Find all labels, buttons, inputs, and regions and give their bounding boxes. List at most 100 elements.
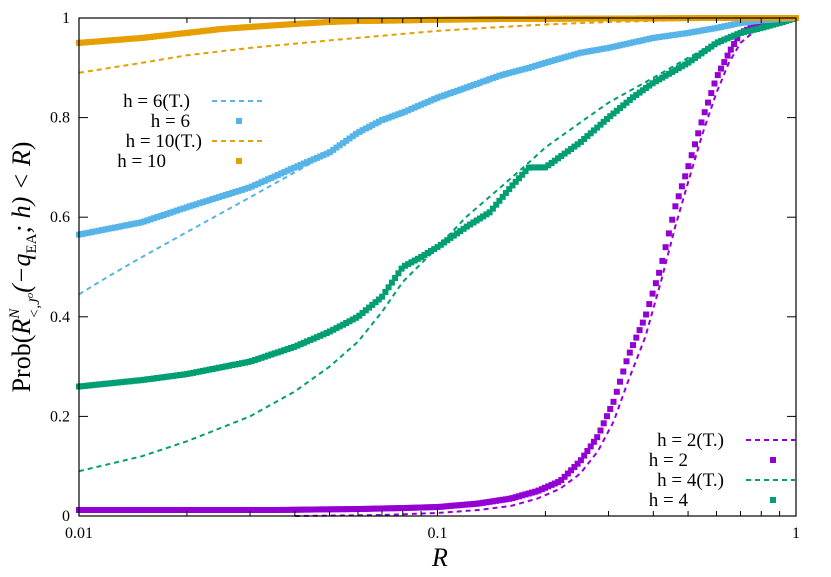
data-point-h2 (190, 507, 197, 513)
data-point-h2 (98, 507, 105, 513)
data-point-h2 (219, 507, 226, 513)
data-point-h6 (463, 84, 470, 91)
data-point-h2 (649, 290, 656, 297)
data-point-h10 (265, 22, 271, 29)
data-point-h6 (369, 122, 376, 129)
data-point-h2 (542, 484, 548, 491)
data-point-h6 (441, 92, 447, 99)
data-point-h2 (134, 507, 141, 513)
data-point-h4 (287, 345, 294, 351)
legend-label-h6T: h = 6(T.) (123, 91, 190, 112)
data-point-h10 (147, 34, 154, 40)
data-point-h2 (248, 507, 255, 513)
data-point-h6 (131, 220, 138, 227)
data-point-h2 (678, 183, 685, 190)
data-point-h10 (483, 16, 490, 23)
data-point-h6 (206, 197, 213, 204)
data-point-h4 (600, 118, 607, 125)
data-point-h2 (610, 398, 617, 405)
data-point-h4 (744, 28, 751, 35)
data-point-h2 (333, 506, 340, 513)
data-point-h4 (333, 325, 340, 332)
data-point-h6 (372, 120, 379, 127)
data-point-h10 (509, 16, 516, 22)
data-point-h10 (454, 16, 461, 23)
data-point-h4 (594, 124, 601, 131)
data-point-h10 (502, 16, 509, 22)
data-point-h10 (232, 25, 239, 31)
data-point-h4 (659, 74, 666, 81)
data-point-h10 (105, 37, 112, 44)
data-point-h2 (268, 507, 275, 513)
data-point-h6 (577, 49, 584, 56)
data-point-h6 (287, 166, 294, 173)
data-point-h2 (564, 470, 571, 477)
data-point-h4 (590, 127, 597, 134)
data-point-h4 (160, 374, 167, 381)
data-point-h2 (727, 46, 734, 53)
data-point-h10 (111, 37, 118, 44)
data-point-h10 (121, 36, 128, 43)
data-point-h6 (193, 201, 200, 208)
data-point-h4 (773, 20, 780, 27)
data-point-h6 (144, 217, 151, 224)
data-point-h10 (291, 21, 298, 27)
data-point-h2 (457, 502, 464, 509)
data-point-h6 (118, 223, 125, 230)
data-point-h2 (111, 507, 118, 513)
data-point-h4 (613, 107, 620, 114)
data-point-h6 (538, 60, 545, 67)
data-point-h4 (470, 219, 477, 226)
data-point-h2 (486, 498, 493, 505)
series-h6T (78, 17, 797, 296)
legend-label-h4: h = 4 (649, 490, 689, 511)
data-point-h4 (636, 89, 643, 96)
data-point-h6 (137, 219, 144, 226)
data-point-h4 (382, 289, 389, 295)
data-point-h2 (604, 413, 610, 420)
data-point-h2 (405, 504, 412, 511)
data-point-h2 (304, 506, 311, 513)
data-point-h10 (353, 18, 359, 25)
data-point-h10 (287, 21, 294, 28)
data-point-h10 (128, 35, 135, 42)
data-point-h4 (395, 270, 402, 277)
data-point-h10 (196, 28, 203, 35)
data-point-h10 (310, 19, 317, 26)
data-point-h4 (219, 364, 226, 371)
data-point-h6 (698, 27, 705, 34)
data-point-h4 (284, 346, 291, 353)
data-point-h4 (509, 182, 516, 189)
data-point-h2 (535, 487, 542, 494)
data-point-h6 (346, 135, 353, 142)
data-point-h4 (555, 155, 562, 162)
data-point-h6 (160, 212, 167, 218)
data-point-h6 (186, 203, 193, 210)
data-point-h4 (199, 367, 206, 374)
data-point-h2 (750, 23, 757, 30)
series-line-h2T (294, 17, 797, 517)
data-point-h4 (346, 318, 353, 325)
data-point-h2 (366, 505, 373, 512)
data-point-h10 (499, 16, 506, 22)
data-point-h6 (219, 193, 226, 199)
data-point-h2 (274, 507, 281, 513)
data-point-h6 (548, 58, 555, 65)
data-point-h6 (274, 172, 281, 178)
data-point-h10 (558, 15, 565, 22)
data-point-h4 (672, 67, 679, 74)
data-point-h2 (385, 505, 392, 512)
data-point-h10 (460, 16, 467, 23)
plot-frame (78, 17, 797, 517)
data-point-h10 (268, 22, 275, 29)
data-point-h4 (662, 72, 669, 79)
data-point-h4 (727, 33, 734, 40)
data-point-h6 (235, 187, 242, 194)
data-point-h4 (623, 99, 630, 106)
data-point-h4 (255, 355, 262, 362)
data-point-h10 (441, 16, 447, 23)
data-point-h10 (467, 16, 474, 23)
data-point-h4 (151, 375, 157, 382)
data-point-h2 (695, 130, 702, 137)
